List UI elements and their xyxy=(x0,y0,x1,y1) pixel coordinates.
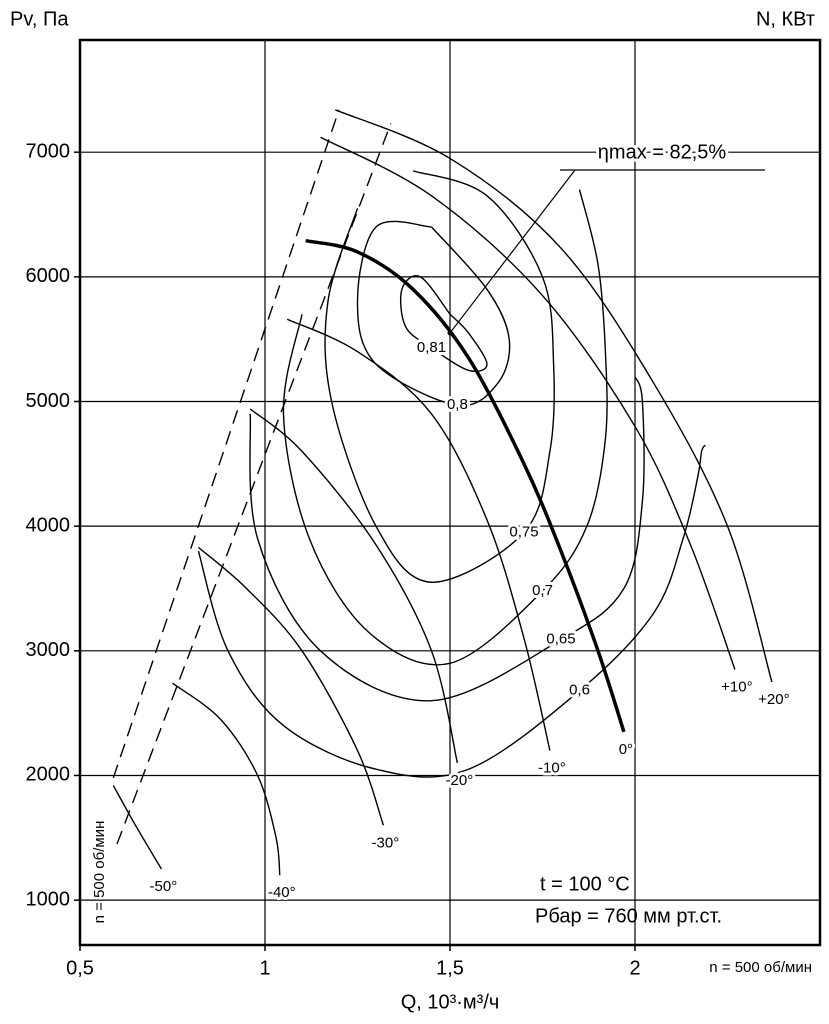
efficiency-curve xyxy=(282,189,608,666)
curve-label: -20° xyxy=(446,772,474,789)
annotation-point xyxy=(447,330,453,336)
x-tick-label: 1 xyxy=(259,957,270,979)
x-tick-label: 1,5 xyxy=(436,957,464,979)
rpm-note: n = 500 об/мин xyxy=(709,959,812,976)
efficiency-curve xyxy=(249,376,645,702)
blade-curve xyxy=(320,136,736,670)
rpm-note: n = 500 об/мин xyxy=(91,821,108,924)
blade-curve xyxy=(112,785,163,870)
efficiency-curve xyxy=(324,170,555,583)
x-tick-label: 0,5 xyxy=(66,957,94,979)
y-tick-label: 6000 xyxy=(26,265,71,287)
annotation-leader xyxy=(449,169,576,334)
y-tick-label: 4000 xyxy=(26,514,71,536)
curve-label: -50° xyxy=(150,878,178,895)
y-tick-label: 5000 xyxy=(26,390,71,412)
y-tick-label: 2000 xyxy=(26,764,71,786)
curve-label: +20° xyxy=(758,691,789,708)
curve-label: 0,6 xyxy=(569,682,590,699)
y2-axis-label: N, КВт xyxy=(756,8,815,30)
blade-curve xyxy=(172,682,281,876)
efficiency-curve xyxy=(197,444,706,778)
annotation: ηmax = 82,5% xyxy=(598,141,727,163)
y-tick-label: 1000 xyxy=(26,888,71,910)
y-tick-label: 3000 xyxy=(26,639,71,661)
blade-curve xyxy=(197,546,385,826)
curve-label: -40° xyxy=(268,884,296,901)
note: Pбар = 760 мм рт.ст. xyxy=(535,905,722,927)
curve-label: +10° xyxy=(721,678,752,695)
y-axis-label: Pv, Па xyxy=(10,8,69,30)
blade-curve xyxy=(305,238,626,733)
curve-label: -10° xyxy=(538,760,566,777)
curve-label: 0,81 xyxy=(417,339,446,356)
efficiency-curve xyxy=(356,220,511,407)
curve-label: 0,75 xyxy=(509,523,538,540)
curve-label: -30° xyxy=(372,834,400,851)
boundary-curve xyxy=(112,109,340,779)
plot-frame xyxy=(78,38,822,947)
curve-label: 0° xyxy=(619,741,633,758)
curve-label: 0,7 xyxy=(532,582,553,599)
blade-curve xyxy=(249,408,459,764)
blade-curve xyxy=(335,109,773,683)
x-tick-label: 2 xyxy=(629,957,640,979)
note: t = 100 °C xyxy=(540,873,630,895)
x-axis-label: Q, 10³·м³/ч xyxy=(401,991,500,1013)
curve-label: 0,8 xyxy=(447,396,468,413)
efficiency-curve xyxy=(399,275,488,373)
y-tick-label: 7000 xyxy=(26,140,71,162)
blade-curve xyxy=(286,318,551,751)
curve-label: 0,65 xyxy=(546,631,575,648)
